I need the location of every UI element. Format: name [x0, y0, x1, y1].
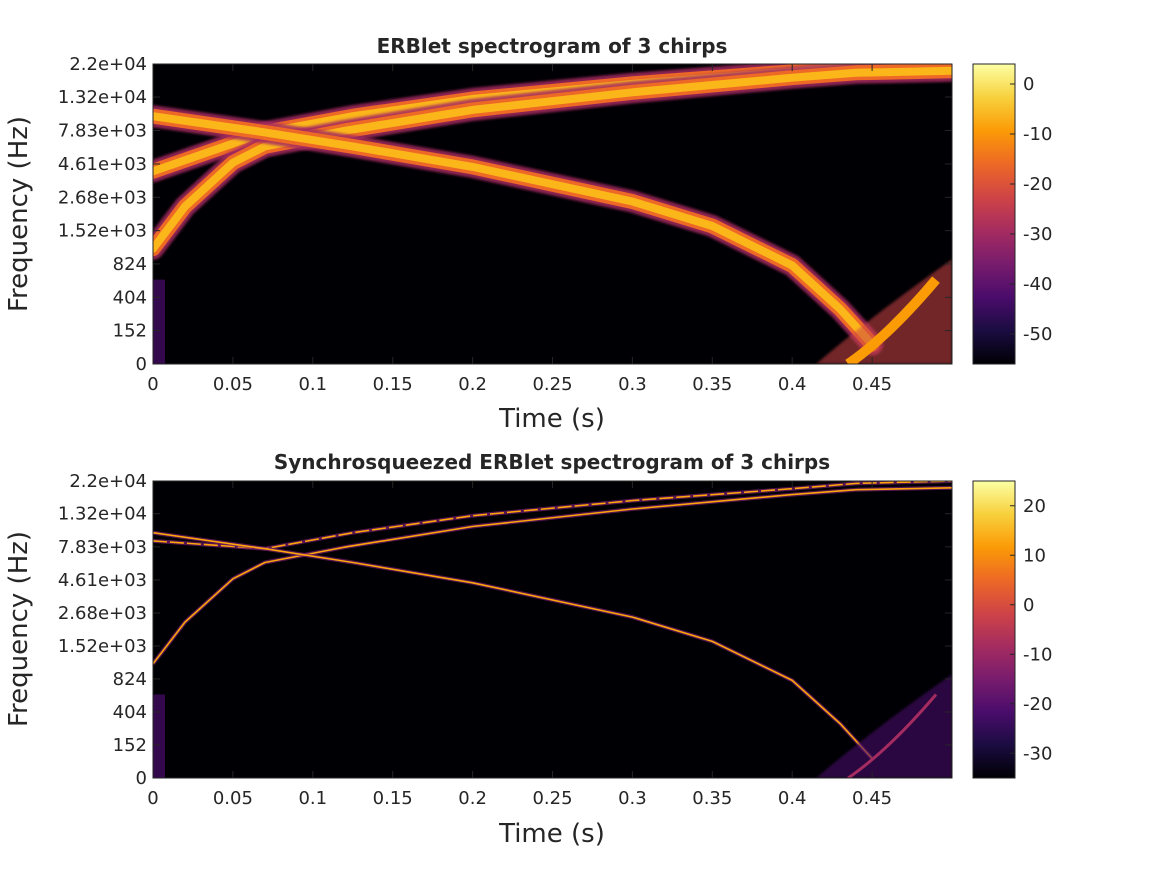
chirp-band-core: [153, 66, 952, 253]
left-edge-leakage: [153, 279, 165, 364]
y-tick-label: 4.61e+03: [58, 570, 147, 591]
colorbar-tick-label: -10: [1023, 124, 1052, 145]
chirp-band-core: [153, 112, 877, 349]
chirp-ridges: [153, 481, 952, 778]
x-tick-label: 0.3: [618, 374, 647, 395]
x-ticks: 0 0.05 0.1 0.15 0.2 0.25 0.3 0.35 0.4 0.45: [147, 64, 892, 395]
left-edge-leakage: [153, 694, 165, 778]
colorbar-tick-label: -20: [1023, 694, 1052, 715]
y-tick-label: 1.52e+03: [58, 221, 147, 242]
x-axis-label: Time (s): [498, 404, 605, 434]
x-tick-label: 0.15: [373, 788, 413, 809]
y-tick-label: 824: [113, 669, 147, 690]
colorbar-tick-label: -30: [1023, 224, 1052, 245]
colorbar: [972, 480, 1016, 779]
y-tick-label: 7.83e+03: [58, 121, 147, 142]
erblet-spectrogram-panel: ERBlet spectrogram of 3 chirps 0 0.05 0.1 0…: [4, 34, 1052, 434]
colorbar-ticks: 20 10 0 -10 -20 -30: [1010, 496, 1052, 764]
chirp-ridge: [153, 481, 952, 550]
colorbar-ticks: 0 -10 -20 -30 -40 -50: [1010, 74, 1052, 345]
colorbar-tick-label: -50: [1023, 324, 1052, 345]
low-frequency-interference-core: [847, 693, 938, 778]
y-tick-label: 152: [113, 735, 147, 756]
colorbar-tick-label: -30: [1023, 743, 1052, 764]
colorbar-tick-label: -40: [1023, 274, 1052, 295]
y-tick-label: 4.61e+03: [58, 154, 147, 175]
y-tick-label: 7.83e+03: [58, 537, 147, 558]
plot-area: [153, 64, 952, 364]
y-tick-label: 404: [113, 702, 147, 723]
x-tick-label: 0.4: [778, 374, 807, 395]
y-tick-label: 0: [136, 768, 147, 789]
chirp-bands: [153, 64, 952, 364]
low-frequency-interference-core: [845, 276, 940, 364]
chart-title: Synchrosqueezed ERBlet spectrogram of 3 …: [274, 450, 830, 474]
y-tick-label: 2.2e+04: [69, 54, 147, 75]
colorbar-tick-label: -20: [1023, 174, 1052, 195]
low-frequency-interference: [816, 259, 952, 364]
y-tick-label: 1.32e+04: [58, 87, 147, 108]
x-tick-label: 0.4: [778, 788, 807, 809]
x-tick-label: 0.35: [692, 374, 732, 395]
chirp-ridge: [153, 531, 873, 760]
x-tick-label: 0.05: [213, 788, 253, 809]
x-tick-label: 0.1: [298, 374, 327, 395]
y-axis-label: Frequency (Hz): [4, 116, 34, 312]
x-tick-label: 0.05: [213, 374, 253, 395]
x-tick-label: 0.25: [532, 788, 572, 809]
y-tick-label: 2.68e+03: [58, 187, 147, 208]
y-tick-label: 824: [113, 254, 147, 275]
colorbar-tick-label: 10: [1023, 545, 1046, 566]
x-tick-label: 0: [147, 788, 158, 809]
y-tick-label: 2.2e+04: [69, 471, 147, 492]
x-tick-label: 0.45: [852, 374, 892, 395]
x-tick-label: 0: [147, 374, 158, 395]
y-tick-label: 2.68e+03: [58, 603, 147, 624]
colorbar-tick-label: 0: [1023, 595, 1034, 616]
low-frequency-interference: [816, 674, 952, 778]
chart-title: ERBlet spectrogram of 3 chirps: [377, 34, 728, 58]
synchrosqueezed-spectrogram-panel: Synchrosqueezed ERBlet spectrogram of 3 …: [4, 450, 1052, 849]
x-ticks: 0 0.05 0.1 0.15 0.2 0.25 0.3 0.35 0.4 0.45: [147, 481, 892, 809]
y-axis-label: Frequency (Hz): [4, 531, 34, 727]
y-ticks: 0 152 404 824 1.52e+03 2.68e+03 4.61e+03 7.83e+…: [58, 471, 952, 789]
colorbar-tick-label: 0: [1023, 74, 1034, 95]
y-tick-label: 152: [113, 321, 147, 342]
x-tick-label: 0.25: [532, 374, 572, 395]
x-tick-label: 0.1: [298, 788, 327, 809]
x-tick-label: 0.15: [373, 374, 413, 395]
x-tick-label: 0.35: [692, 788, 732, 809]
colorbar-tick-label: 20: [1023, 496, 1046, 517]
y-tick-label: 1.32e+04: [58, 504, 147, 525]
x-tick-label: 0.2: [458, 374, 487, 395]
y-tick-label: 404: [113, 287, 147, 308]
x-axis-label: Time (s): [498, 819, 605, 849]
chirp-ridge: [153, 487, 952, 665]
x-tick-label: 0.3: [618, 788, 647, 809]
y-ticks: 0 152 404 824 1.52e+03 2.68e+03 4.61e+03 7.83e+…: [58, 54, 952, 375]
x-tick-label: 0.2: [458, 788, 487, 809]
colorbar-tick-label: -10: [1023, 644, 1052, 665]
colorbar: [972, 63, 1016, 365]
y-tick-label: 0: [136, 354, 147, 375]
plot-area: [153, 481, 952, 778]
y-tick-label: 1.52e+03: [58, 636, 147, 657]
x-tick-label: 0.45: [852, 788, 892, 809]
